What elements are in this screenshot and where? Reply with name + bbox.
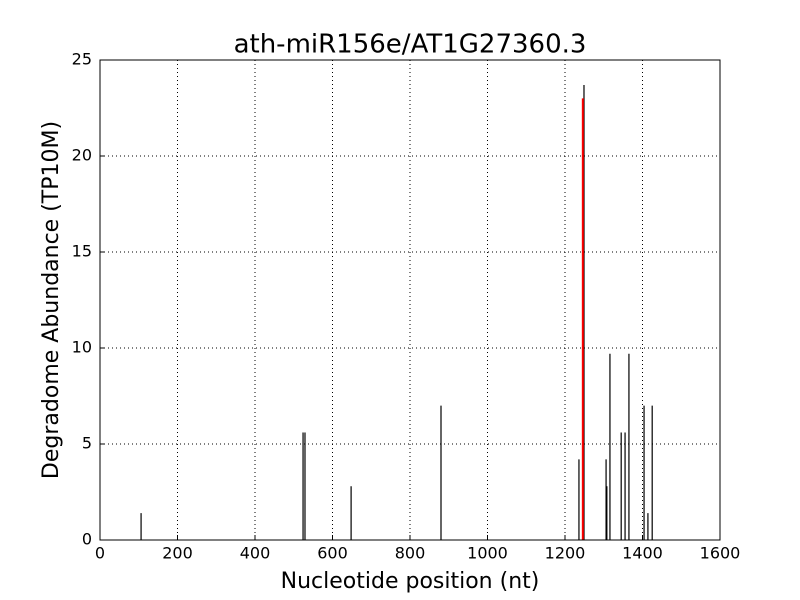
x-tick-label: 200	[162, 544, 193, 563]
chart-title: ath-miR156e/AT1G27360.3	[234, 30, 587, 60]
x-tick-label: 800	[395, 544, 426, 563]
x-tick-label: 0	[95, 544, 105, 563]
x-tick-label: 1200	[545, 544, 586, 563]
x-tick-label: 1000	[467, 544, 508, 563]
y-tick-label: 20	[72, 146, 92, 165]
y-tick-label: 0	[82, 530, 92, 549]
y-axis-label: Degradome Abundance (TP10M)	[39, 121, 64, 479]
x-tick-label: 1400	[622, 544, 663, 563]
y-tick-label: 10	[72, 338, 92, 357]
y-tick-label: 15	[72, 242, 92, 261]
y-tick-label: 5	[82, 434, 92, 453]
x-axis-label: Nucleotide position (nt)	[281, 569, 540, 594]
x-tick-label: 400	[240, 544, 271, 563]
x-tick-label: 1600	[700, 544, 741, 563]
plot-frame	[99, 59, 721, 541]
x-tick-label: 600	[317, 544, 348, 563]
y-tick-label: 25	[72, 50, 92, 69]
